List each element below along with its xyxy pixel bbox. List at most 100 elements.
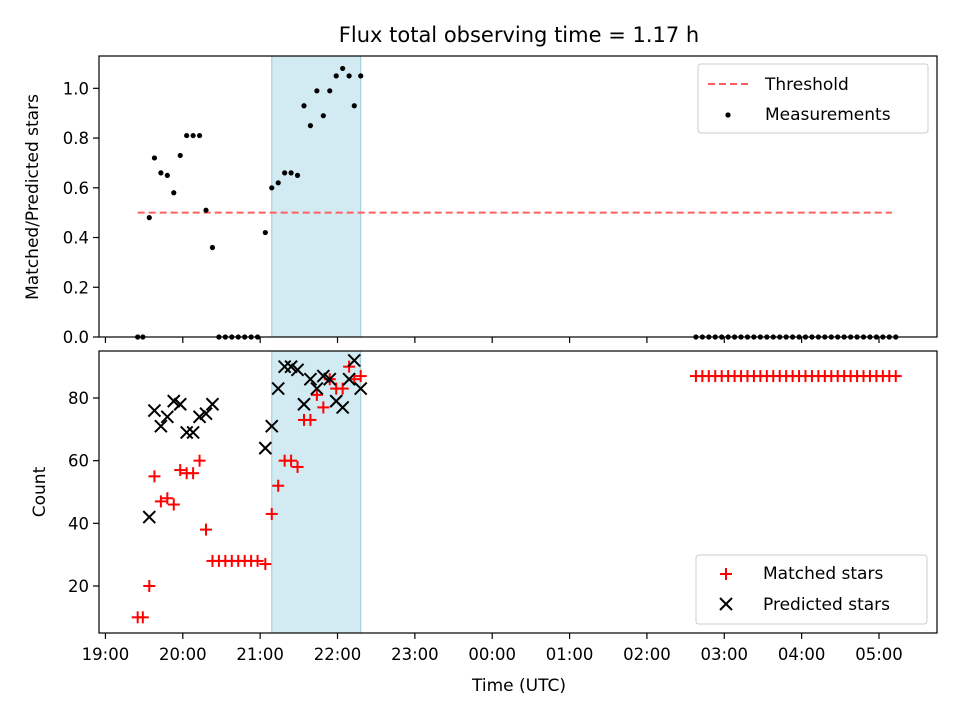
ratio-y-tick-label: 0.2 bbox=[63, 278, 89, 297]
x-tick-label: 03:00 bbox=[700, 645, 748, 664]
measurement-point bbox=[351, 103, 357, 109]
ratio-y-tick-label: 0.4 bbox=[63, 229, 89, 248]
predicted-star-point bbox=[154, 419, 168, 433]
count-panel: 20 40 60 80 19:00 20:00 21:00 22:00 23:00 00:00 0… bbox=[30, 350, 938, 696]
predicted-legend-label: Predicted stars bbox=[763, 595, 890, 615]
count-legend: Matched stars Predicted stars bbox=[695, 554, 928, 625]
predicted-star-point bbox=[316, 369, 331, 383]
x-tick-label: 19:00 bbox=[82, 645, 130, 664]
x-tick-label: 21:00 bbox=[236, 645, 284, 664]
predicted-star-point bbox=[277, 359, 292, 374]
matched-stars-points bbox=[131, 360, 902, 624]
measurement-point bbox=[301, 103, 307, 109]
measurement-point bbox=[171, 190, 177, 196]
measurement-point bbox=[177, 152, 183, 159]
highlight-band-top bbox=[271, 55, 362, 338]
matched-star-point bbox=[174, 464, 187, 477]
matched-star-point bbox=[161, 492, 174, 505]
matched-star-point bbox=[200, 523, 213, 536]
measurement-point bbox=[262, 229, 268, 236]
count-y-axis-label: Count bbox=[30, 466, 50, 517]
predicted-star-point bbox=[354, 381, 368, 396]
count-legend-frame bbox=[695, 554, 928, 625]
predicted-star-point bbox=[310, 381, 324, 396]
x-tick-label: 23:00 bbox=[391, 645, 439, 664]
ratio-plot-frame bbox=[98, 55, 938, 338]
measurement-point bbox=[282, 170, 288, 176]
predicted-star-point bbox=[142, 510, 156, 524]
x-tick-label: 02:00 bbox=[623, 645, 671, 664]
predicted-star-point bbox=[297, 397, 311, 411]
ratio-y-tick-label: 0.0 bbox=[63, 328, 89, 347]
predicted-star-point bbox=[290, 363, 305, 377]
x-tick-label: 05:00 bbox=[855, 645, 903, 664]
matched-star-point bbox=[889, 370, 902, 383]
x-tick-label: 20:00 bbox=[159, 645, 207, 664]
count-y-ticks: 20 40 60 80 bbox=[68, 389, 99, 596]
measurement-point bbox=[164, 172, 170, 178]
x-axis-label: Time (UTC) bbox=[471, 676, 566, 696]
matched-star-point bbox=[285, 454, 298, 467]
ratio-y-tick-label: 0.8 bbox=[63, 129, 89, 148]
matched-star-point bbox=[193, 454, 206, 467]
measurement-point bbox=[269, 185, 275, 191]
matched-star-point bbox=[167, 498, 180, 511]
measurements-legend-swatch bbox=[725, 112, 731, 118]
ratio-panel: 0.0 0.2 0.4 0.6 0.8 1.0 Matched/Predicted sta… bbox=[23, 55, 938, 347]
x-tick-label: 01:00 bbox=[546, 645, 594, 664]
predicted-stars-points bbox=[142, 353, 368, 524]
count-y-tick-label: 80 bbox=[68, 389, 89, 408]
predicted-star-point bbox=[167, 394, 181, 408]
measurement-point bbox=[288, 170, 294, 176]
predicted-star-point bbox=[147, 403, 162, 418]
count-y-tick-label: 20 bbox=[68, 577, 89, 596]
predicted-star-point bbox=[284, 359, 298, 374]
matched-star-point bbox=[154, 495, 167, 508]
x-tick-label: 00:00 bbox=[468, 645, 516, 664]
ratio-y-tick-label: 0.6 bbox=[63, 179, 89, 198]
measurement-point bbox=[307, 123, 314, 129]
measurement-point bbox=[346, 73, 352, 79]
band-top bbox=[271, 55, 362, 338]
matched-legend-label: Matched stars bbox=[763, 564, 883, 584]
x-tick-label: 04:00 bbox=[778, 645, 826, 664]
predicted-star-point bbox=[258, 441, 273, 455]
matched-star-point bbox=[187, 467, 200, 480]
predicted-star-point bbox=[271, 381, 285, 396]
measurement-point bbox=[203, 207, 209, 213]
predicted-star-point bbox=[303, 372, 318, 386]
chart-title: Flux total observing time = 1.17 h bbox=[339, 23, 699, 47]
predicted-star-point bbox=[335, 400, 350, 415]
matched-legend-swatch bbox=[720, 568, 732, 580]
predicted-star-point bbox=[347, 353, 361, 368]
measurement-point bbox=[314, 88, 320, 94]
count-y-tick-label: 40 bbox=[68, 514, 89, 533]
predicted-star-point bbox=[160, 410, 175, 424]
count-plot-frame bbox=[98, 350, 938, 634]
predicted-star-point bbox=[179, 425, 194, 440]
measurement-point bbox=[196, 132, 203, 139]
measurements-legend-label: Measurements bbox=[765, 105, 891, 125]
predicted-star-point bbox=[173, 397, 187, 411]
ratio-x-tick-marks bbox=[104, 337, 880, 343]
measurement-point bbox=[333, 73, 339, 79]
predicted-star-point bbox=[199, 406, 213, 421]
matched-star-point bbox=[259, 558, 272, 571]
matched-star-point bbox=[317, 401, 330, 414]
count-y-tick-label: 60 bbox=[68, 452, 89, 471]
x-tick-label: 22:00 bbox=[314, 645, 362, 664]
threshold-legend-label: Threshold bbox=[764, 75, 849, 95]
predicted-legend-swatch bbox=[719, 597, 733, 611]
matched-star-point bbox=[143, 580, 156, 592]
measurement-point bbox=[146, 215, 152, 221]
matched-star-point bbox=[148, 470, 161, 483]
predicted-star-point bbox=[265, 419, 279, 433]
measurement-point bbox=[294, 172, 301, 178]
matched-star-point bbox=[304, 413, 317, 426]
measurement-point bbox=[151, 155, 158, 161]
ratio-legend-frame bbox=[697, 63, 929, 134]
predicted-star-point bbox=[323, 372, 337, 386]
ratio-y-ticks: 0.0 0.2 0.4 0.6 0.8 1.0 bbox=[63, 79, 99, 347]
matched-star-point bbox=[291, 460, 304, 473]
